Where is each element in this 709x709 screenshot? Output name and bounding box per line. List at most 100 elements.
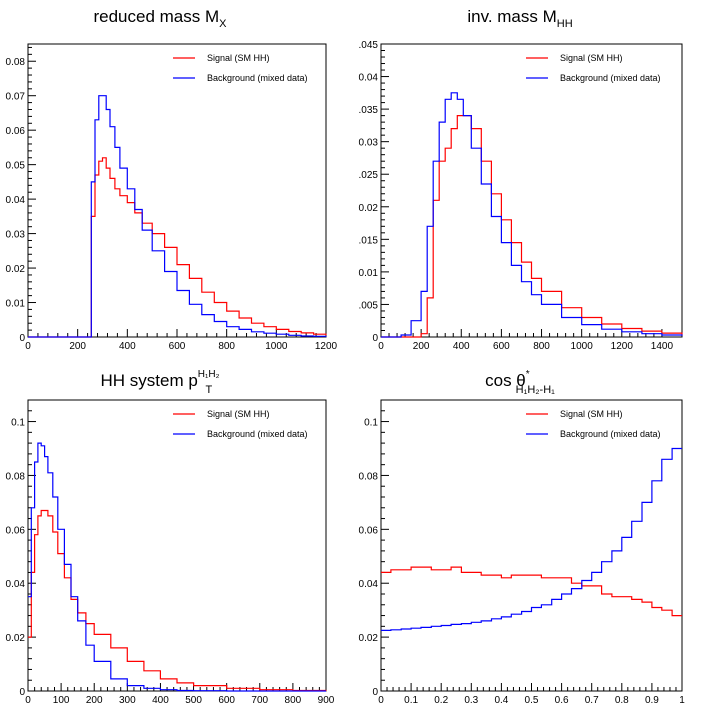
y-tick-label: 0.1: [11, 418, 25, 429]
x-tick-label: 300: [119, 695, 136, 706]
legend-label: Background (mixed data): [560, 429, 661, 439]
legend-label: Signal (SM HH): [207, 53, 270, 63]
x-tick-label: 400: [119, 341, 136, 352]
chart-title: HH system pH₁H₂ T: [101, 369, 220, 396]
chart-title-subscript: X: [219, 18, 227, 30]
x-tick-label: 200: [413, 341, 430, 352]
y-tick-label: 0.03: [6, 230, 26, 241]
plot-frame: [27, 399, 327, 692]
legend-label: Background (mixed data): [560, 73, 661, 83]
y-tick-label: 0.06: [6, 525, 26, 536]
x-tick-label: 0.3: [464, 695, 478, 706]
y-tick-label: 0.08: [6, 471, 26, 482]
x-tick-label: 0.5: [525, 695, 539, 706]
legend-label: Signal (SM HH): [207, 409, 270, 419]
y-tick-label: 0.04: [6, 579, 26, 590]
y-tick-label: 0: [372, 333, 378, 344]
panel-reduced-mass: reduced mass MX 0 200 400 600 800 1000 1200 0 0.0…: [6, 7, 338, 352]
chart-title-superscript: *: [526, 369, 530, 380]
chart-title-main: reduced mass M: [93, 7, 219, 26]
x-tick-label: 0: [378, 695, 384, 706]
y-tick-label: 0.1: [364, 418, 378, 429]
y-tick-label: .005: [359, 300, 379, 311]
x-tick-label: 600: [169, 341, 186, 352]
y-tick-label: .045: [359, 40, 379, 51]
x-tick-label: 0: [25, 695, 31, 706]
y-tick-label: 0.02: [6, 264, 26, 275]
x-tick-label: 0.1: [404, 695, 418, 706]
legend-label: Background (mixed data): [207, 429, 308, 439]
chart-title: inv. mass MHH: [467, 7, 572, 30]
x-tick-label: 500: [185, 695, 202, 706]
y-tick-label: 0.06: [359, 525, 379, 536]
x-tick-label: 1000: [571, 341, 594, 352]
series-signal-line: [381, 115, 683, 338]
chart-title-subscript: HH: [557, 18, 573, 30]
y-tick-label: 0.07: [6, 92, 26, 103]
chart-title-superscript: H₁H₂: [198, 369, 220, 380]
x-tick-label: 0.2: [434, 695, 448, 706]
x-tick-label: 0.9: [645, 695, 659, 706]
x-tick-label: 100: [53, 695, 70, 706]
x-tick-label: 0.7: [585, 695, 599, 706]
x-tick-label: 0: [378, 341, 384, 352]
legend-label: Signal (SM HH): [560, 409, 623, 419]
x-tick-label: 1200: [611, 341, 634, 352]
x-tick-label: 0.6: [555, 695, 569, 706]
y-tick-label: 0.02: [6, 633, 26, 644]
y-tick-label: 0.06: [6, 126, 26, 137]
plot-frame: [380, 43, 683, 338]
legend-label: Signal (SM HH): [560, 53, 623, 63]
y-tick-label: 0.08: [359, 471, 379, 482]
x-tick-label: 0: [25, 341, 31, 352]
y-tick-label: 0.01: [6, 299, 26, 310]
x-tick-label: 1400: [651, 341, 674, 352]
y-tick-label: 0.04: [359, 73, 379, 84]
x-tick-label: 1: [679, 695, 685, 706]
chart-title: reduced mass MX: [93, 7, 227, 30]
y-tick-label: 0.05: [6, 161, 26, 172]
chart-title-main: inv. mass M: [467, 7, 556, 26]
y-tick-label: 0.04: [6, 195, 26, 206]
x-tick-label: 400: [152, 695, 169, 706]
x-tick-label: 1000: [265, 341, 288, 352]
x-tick-label: 800: [533, 341, 550, 352]
x-tick-label: 600: [493, 341, 510, 352]
series-signal-line: [28, 509, 327, 692]
series-background-line: [28, 442, 326, 692]
y-tick-label: 0.02: [359, 633, 379, 644]
y-tick-label: 0.03: [359, 138, 379, 149]
legend-label: Background (mixed data): [207, 73, 308, 83]
y-tick-label: 0.08: [6, 57, 26, 68]
y-tick-label: .015: [359, 235, 379, 246]
panel-hh-system-pt: HH system pH₁H₂ T 0 100 200 300 400 500 600 700 80…: [6, 369, 335, 706]
chart-title: cos θ* H₁H₂-H₁: [485, 369, 555, 396]
chart-title-main: HH system p: [101, 371, 198, 390]
series-signal-line: [381, 566, 682, 617]
y-tick-label: 0.02: [359, 203, 379, 214]
y-tick-label: 0: [19, 687, 25, 698]
y-tick-label: .035: [359, 105, 379, 116]
plot-frame: [380, 399, 683, 692]
y-tick-label: .025: [359, 170, 379, 181]
y-tick-label: 0.04: [359, 579, 379, 590]
y-tick-label: 0: [372, 687, 378, 698]
series-background-line: [28, 95, 327, 338]
x-tick-label: 200: [69, 341, 86, 352]
panel-cos-theta: cos θ* H₁H₂-H₁ 0 0.1 0.2 0.3 0.4 0.5 0.6 0.7 0.8 0.…: [359, 369, 686, 706]
x-tick-label: 600: [218, 695, 235, 706]
series-signal-line: [28, 157, 327, 338]
x-tick-label: 200: [86, 695, 103, 706]
x-tick-label: 400: [453, 341, 470, 352]
x-tick-label: 1200: [315, 341, 338, 352]
chart-title-subscript: T: [206, 384, 213, 396]
plot-frame: [27, 43, 327, 338]
panel-inv-mass: inv. mass MHH 0 200 400 600 800 1000 1200 1400 0.…: [359, 7, 683, 352]
x-tick-label: 700: [251, 695, 268, 706]
y-tick-label: 0.01: [359, 268, 379, 279]
chart-title-subscript: H₁H₂-H₁: [516, 384, 555, 396]
x-tick-label: 800: [285, 695, 302, 706]
x-tick-label: 900: [318, 695, 335, 706]
series-background-line: [381, 447, 682, 631]
